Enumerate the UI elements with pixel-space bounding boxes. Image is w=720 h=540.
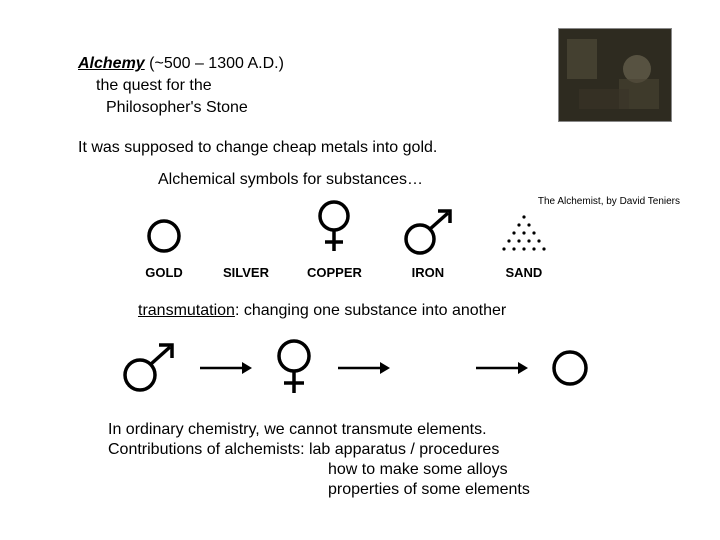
symbol-silver: SILVER [223, 215, 269, 280]
transmutation-definition: transmutation: changing one substance in… [138, 302, 650, 320]
gold-icon [143, 215, 185, 257]
transmutation-term: transmutation [138, 302, 235, 319]
painting-caption: The Alchemist, by David Teniers [538, 196, 680, 207]
symbol-sand: SAND [494, 211, 554, 280]
symbol-label: COPPER [307, 265, 362, 280]
symbol-label: SAND [505, 265, 542, 280]
iron-icon [118, 341, 178, 395]
bottom-line4: properties of some elements [328, 480, 650, 500]
painting-thumbnail [558, 28, 672, 122]
copper-icon [272, 338, 316, 398]
title-name: Alchemy [78, 55, 145, 72]
sand-icon [494, 211, 554, 257]
arrow-right-icon [336, 358, 390, 378]
silver-icon [225, 215, 267, 257]
bottom-line3: how to make some alloys [328, 460, 650, 480]
silver-icon [410, 346, 454, 390]
symbol-gold: GOLD [143, 215, 185, 280]
symbols-row: GOLD SILVER COPPER IRON [143, 199, 650, 280]
arrow-right-icon [198, 358, 252, 378]
supposed-line: It was supposed to change cheap metals i… [78, 139, 650, 157]
symbol-label: SILVER [223, 265, 269, 280]
symbol-label: GOLD [145, 265, 183, 280]
sequence-row [118, 338, 650, 398]
transmutation-rest: : changing one substance into another [235, 302, 506, 319]
bottom-line2: Contributions of alchemists: lab apparat… [108, 440, 650, 460]
copper-icon [313, 199, 355, 257]
symbol-iron: IRON [400, 207, 456, 280]
bottom-line1: In ordinary chemistry, we cannot transmu… [108, 420, 650, 440]
bottom-block: In ordinary chemistry, we cannot transmu… [108, 420, 650, 500]
title-dates: (~500 – 1300 A.D.) [145, 55, 284, 72]
symbol-copper: COPPER [307, 199, 362, 280]
symbol-label: IRON [412, 265, 445, 280]
iron-icon [400, 207, 456, 257]
symbols-heading: Alchemical symbols for substances… [158, 171, 650, 189]
gold-icon [548, 346, 592, 390]
arrow-right-icon [474, 358, 528, 378]
